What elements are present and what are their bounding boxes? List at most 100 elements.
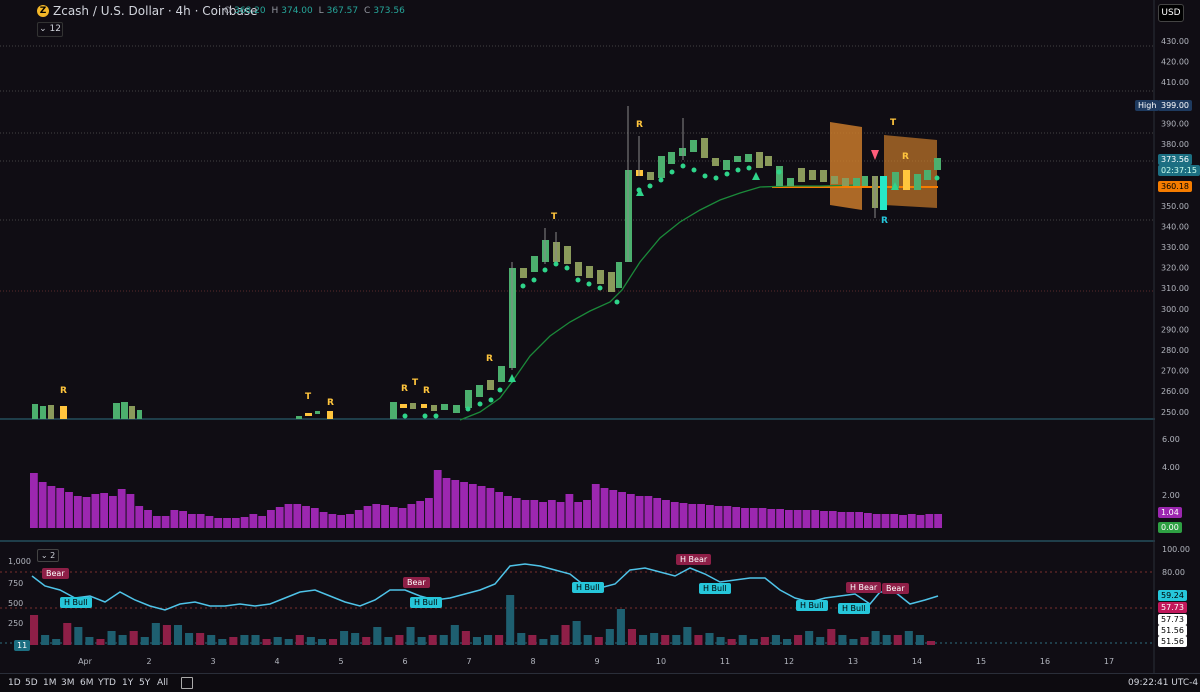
time-axis-label: 12	[784, 657, 794, 666]
level-lines	[0, 45, 1155, 292]
clock[interactable]: 09:22:41 UTC-4	[1128, 678, 1199, 688]
volume-bar	[249, 514, 258, 528]
osc-hist-bar	[240, 635, 249, 645]
r-marker: R	[881, 216, 888, 226]
down-arrow-icon	[871, 150, 879, 160]
oscillator-toggle-button[interactable]: ⌄ 2	[37, 549, 59, 562]
candle	[608, 272, 615, 292]
candle	[410, 403, 416, 409]
price-scale-label: 340.00	[1161, 222, 1189, 231]
osc-hist-bar	[561, 625, 570, 645]
time-axis-label: 8	[530, 657, 535, 666]
volume-bar	[609, 490, 618, 528]
volume-bar	[56, 488, 65, 528]
currency-button[interactable]: USD	[1158, 4, 1184, 22]
timeframe-button-all[interactable]: All	[157, 678, 169, 688]
osc-right-scale-label: 100.00	[1162, 545, 1190, 554]
volume-bar	[881, 514, 890, 528]
osc-hist-bar	[539, 639, 548, 645]
timeframe-button-ytd[interactable]: YTD	[98, 678, 116, 688]
candle	[809, 170, 816, 180]
up-arrow-icon	[891, 182, 899, 190]
timeframe-button-3m[interactable]: 3M	[61, 678, 75, 688]
candle	[734, 156, 741, 162]
timeframe-button-6m[interactable]: 6M	[80, 678, 94, 688]
volume-scale-label: 6.00	[1162, 435, 1180, 444]
volume-bar	[925, 514, 934, 528]
timeframe-button-1y[interactable]: 1Y	[122, 678, 134, 688]
volume-bar	[310, 508, 319, 528]
price-scale-label: 250.00	[1161, 408, 1189, 417]
osc-hist-bar	[362, 637, 371, 645]
symbol-title[interactable]: Zcash / U.S. Dollar · 4h · Coinbase	[53, 4, 258, 18]
osc-hist-bar	[63, 623, 72, 645]
osc-hist-bar	[926, 641, 935, 645]
timeframe-button-5d[interactable]: 5D	[25, 678, 38, 688]
price-scale-label: 430.00	[1161, 37, 1189, 46]
osc-hist-bar	[882, 635, 891, 645]
candle	[327, 411, 333, 419]
indicator-toggle-button[interactable]: ⌄ 12	[37, 22, 63, 37]
candle	[586, 266, 593, 278]
candle	[723, 160, 730, 170]
osc-hist-bar	[129, 631, 138, 645]
osc-hist-bar	[594, 637, 603, 645]
price-scale-label: 290.00	[1161, 325, 1189, 334]
volume-bar	[240, 517, 249, 528]
high-label: H	[271, 6, 279, 16]
candle	[765, 156, 772, 166]
candle	[465, 390, 472, 408]
time-axis-label: 6	[402, 657, 407, 666]
close-value: 373.56	[373, 6, 405, 16]
candle	[60, 406, 67, 419]
time-axis-label: 9	[594, 657, 599, 666]
volume-bar	[363, 506, 372, 528]
candle	[40, 406, 46, 419]
oscillator-line	[31, 563, 939, 611]
osc-hist-bar	[760, 637, 769, 645]
volume-bar	[591, 484, 600, 528]
osc-hist-bar	[860, 637, 869, 645]
t-marker: T	[890, 118, 897, 128]
volume-bar	[284, 504, 293, 528]
osc-left-tag: 11	[14, 640, 31, 651]
osc-hist-bar	[406, 627, 415, 645]
osc-hist-bar	[85, 637, 94, 645]
volume-bar	[425, 498, 433, 528]
timeframe-button-5y[interactable]: 5Y	[139, 678, 151, 688]
price-axis[interactable]: 430.00420.00410.00400.00390.00380.00370.…	[1161, 37, 1189, 417]
volume-bar	[705, 505, 714, 528]
candle	[487, 380, 494, 390]
time-axis[interactable]: Apr 2 3 4 5 6 7 8 9 10 11 12 13 14 15 16 17	[78, 657, 1114, 666]
low-value: 367.57	[326, 6, 359, 16]
candle	[892, 172, 899, 188]
volume-scale-label: 4.00	[1162, 463, 1180, 472]
timeframe-button-1d[interactable]: 1D	[8, 678, 21, 688]
volume-bar	[583, 500, 591, 528]
volume-bar	[688, 504, 697, 528]
calendar-icon[interactable]	[181, 677, 193, 689]
volume-bar	[793, 510, 802, 528]
zcash-coin-icon: Z	[37, 5, 49, 17]
osc-hist-bar	[140, 637, 149, 645]
time-axis-label: 11	[720, 657, 730, 666]
t-marker: T	[305, 392, 312, 402]
timeframe-button-1m[interactable]: 1M	[43, 678, 57, 688]
volume-bar	[600, 488, 609, 528]
volume-bar	[389, 507, 398, 528]
volume-bar	[486, 488, 495, 528]
candle	[453, 405, 460, 413]
osc-hist-bar	[428, 635, 437, 645]
volume-bar	[372, 504, 381, 528]
candle	[520, 268, 527, 278]
osc-hist-bar	[727, 639, 736, 645]
volume-bar	[811, 510, 820, 528]
price-scale-label: 410.00	[1161, 78, 1189, 87]
volume-axis: 6.00 4.00 2.00	[1162, 435, 1180, 500]
price-scale-label: 390.00	[1161, 119, 1189, 128]
candle	[315, 411, 320, 414]
volume-bar	[828, 511, 837, 528]
volume-bar	[644, 496, 653, 528]
osc-hist-bar	[771, 635, 780, 645]
